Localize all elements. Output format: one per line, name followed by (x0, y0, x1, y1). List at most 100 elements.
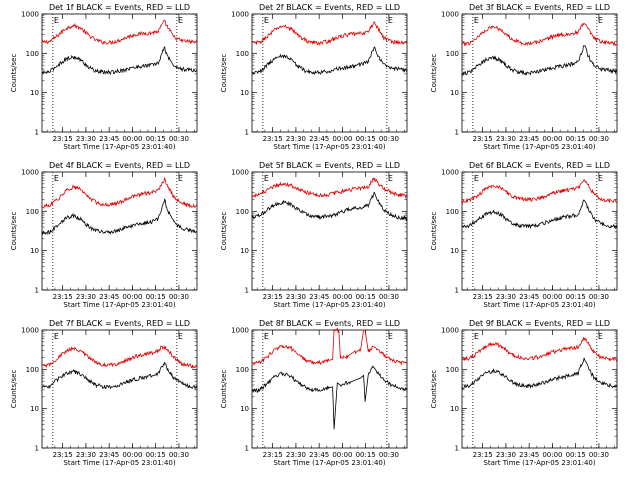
panel-7-xlabel: Start Time (17-Apr-05 23:01:40) (63, 459, 175, 467)
panel-2-ytick-label: 10 (240, 89, 249, 97)
panel-8-xtick-label: 00:30 (379, 451, 399, 459)
panel-3-ytick-label: 100 (446, 50, 459, 58)
panel-8-xtick-label: 23:45 (309, 451, 329, 459)
panel-8-series-events-line (251, 365, 408, 430)
panel-3-xtick-label: 00:15 (566, 135, 586, 143)
panel-7-ytick-label: 1 (35, 445, 39, 453)
panel-1-plot-frame (41, 13, 198, 133)
panel-2-xtick-label: 23:45 (309, 135, 329, 143)
panel-4-marker-left-label: E (54, 174, 59, 183)
panel-2-ytick-label: 1000 (231, 11, 249, 19)
panel-3-series-events-line (461, 45, 618, 76)
panel-5-title: Det 5f BLACK = Events, RED = LLD (259, 161, 400, 170)
panel-6-marker-right-label: E (598, 174, 603, 183)
panel-4-xtick-label: 00:00 (122, 293, 142, 301)
panel-4-series-events-line (41, 198, 198, 236)
panel-4-series-lld-line (41, 176, 198, 209)
panel-8-xtick-label: 00:00 (332, 451, 352, 459)
panel-6-xtick-label: 00:30 (589, 293, 609, 301)
panel-1-ytick-label: 10 (30, 89, 39, 97)
panel-3-xtick-label: 00:30 (589, 135, 609, 143)
panel-4-ytick-label: 1000 (21, 169, 39, 177)
panel-4-marker-right-label: E (178, 174, 183, 183)
panel-7-xtick-label: 00:15 (146, 451, 166, 459)
panel-8-xlabel: Start Time (17-Apr-05 23:01:40) (273, 459, 385, 467)
panel-7-title: Det 7f BLACK = Events, RED = LLD (49, 319, 190, 328)
panel-4-xlabel: Start Time (17-Apr-05 23:01:40) (63, 301, 175, 309)
panel-7-marker-left-label: E (54, 332, 59, 341)
panel-5-ytick-label: 100 (236, 208, 249, 216)
panel-6-ylabel: Counts/sec (430, 212, 438, 251)
panel-4-xtick-label: 23:30 (76, 293, 96, 301)
panel-3-ylabel: Counts/sec (430, 54, 438, 93)
panel-3-ytick-label: 10 (450, 89, 459, 97)
panel-9-series-events-line (461, 357, 618, 390)
panel-1-xtick-label: 00:15 (146, 135, 166, 143)
panel-7-xtick-label: 23:15 (53, 451, 73, 459)
panel-2-ytick-label: 100 (236, 50, 249, 58)
panel-5-ytick-label: 1 (245, 287, 249, 295)
panel-8-ytick-label: 10 (240, 405, 249, 413)
panel-4-ytick-label: 10 (30, 247, 39, 255)
panel-7-xtick-label: 23:45 (99, 451, 119, 459)
panel-3-marker-left-label: E (474, 16, 479, 25)
panel-4-title: Det 4f BLACK = Events, RED = LLD (49, 161, 190, 170)
panel-5-plot-frame (251, 171, 408, 291)
panel-2-xlabel: Start Time (17-Apr-05 23:01:40) (273, 143, 385, 151)
panel-2-xtick-label: 00:30 (379, 135, 399, 143)
panel-7-marker-right-label: E (178, 332, 183, 341)
panel-1-series-lld-line (41, 19, 198, 46)
panel-7-ytick-label: 100 (26, 366, 39, 374)
panel-5-xtick-label: 23:45 (309, 293, 329, 301)
panel-5-marker-left-label: E (264, 174, 269, 183)
panel-9-xtick-label: 23:15 (473, 451, 493, 459)
panel-5-xtick-label: 23:30 (286, 293, 306, 301)
panel-8-marker-left-label: E (264, 332, 269, 341)
panel-8-ytick-label: 100 (236, 366, 249, 374)
panel-1-marker-right-label: E (178, 16, 183, 25)
panel-3-ytick-label: 1000 (441, 11, 459, 19)
panel-9-ylabel: Counts/sec (430, 370, 438, 409)
panel-3-xlabel: Start Time (17-Apr-05 23:01:40) (483, 143, 595, 151)
panel-1-marker-left-label: E (54, 16, 59, 25)
panel-1-title: Det 1f BLACK = Events, RED = LLD (49, 3, 190, 12)
panel-8-ytick-label: 1000 (231, 327, 249, 335)
panel-7-plot-frame (41, 329, 198, 449)
panel-1-xlabel: Start Time (17-Apr-05 23:01:40) (63, 143, 175, 151)
panel-8-marker-right-label: E (388, 332, 393, 341)
panel-9-series-lld-line (461, 336, 618, 362)
panel-1-xtick-label: 00:30 (169, 135, 189, 143)
panel-9-xlabel: Start Time (17-Apr-05 23:01:40) (483, 459, 595, 467)
panel-9-plot-frame (461, 329, 618, 449)
panel-9-title: Det 9f BLACK = Events, RED = LLD (469, 319, 610, 328)
panel-2-marker-right-label: E (388, 16, 393, 25)
panel-4-ytick-label: 100 (26, 208, 39, 216)
panel-3-marker-right-label: E (598, 16, 603, 25)
panel-6-plot-frame (461, 171, 618, 291)
panel-1-xtick-label: 23:15 (53, 135, 73, 143)
panel-2-ylabel: Counts/sec (220, 54, 228, 93)
panel-2-series-events-line (251, 46, 408, 75)
panel-1-ylabel: Counts/sec (10, 54, 18, 93)
panel-2-xtick-label: 23:30 (286, 135, 306, 143)
panel-4-ytick-label: 1 (35, 287, 39, 295)
panel-9-ytick-label: 10 (450, 405, 459, 413)
panel-6-xtick-label: 00:15 (566, 293, 586, 301)
panel-6-ytick-label: 1000 (441, 169, 459, 177)
panel-6-ytick-label: 1 (455, 287, 459, 295)
panel-3-plot-frame (461, 13, 618, 133)
panel-2-title: Det 2f BLACK = Events, RED = LLD (259, 3, 400, 12)
panel-5-xlabel: Start Time (17-Apr-05 23:01:40) (273, 301, 385, 309)
panel-9-xtick-label: 00:15 (566, 451, 586, 459)
panel-7-series-events-line (41, 361, 198, 390)
panel-9-xtick-label: 23:30 (496, 451, 516, 459)
panel-8-series-lld-line (251, 327, 408, 367)
panel-9-marker-right-label: E (598, 332, 603, 341)
panel-8-ylabel: Counts/sec (220, 370, 228, 409)
panel-7-ylabel: Counts/sec (10, 370, 18, 409)
panel-2-plot-frame (251, 13, 408, 133)
panel-5-xtick-label: 00:30 (379, 293, 399, 301)
panel-8-plot-frame (251, 329, 408, 449)
panel-6-marker-left-label: E (474, 174, 479, 183)
